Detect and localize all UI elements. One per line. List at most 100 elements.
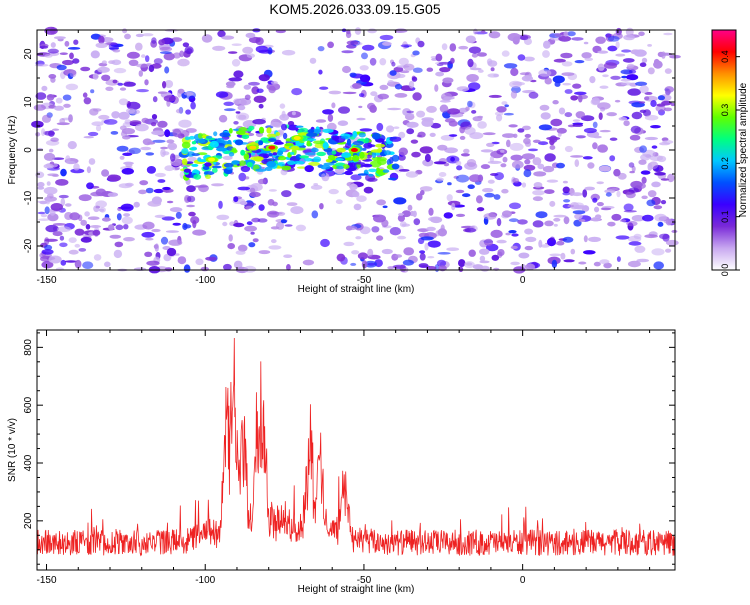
- heatmap-cell: [73, 163, 80, 171]
- heatmap-cell: [592, 142, 598, 150]
- heatmap-cell: [194, 185, 208, 188]
- heatmap-cell: [446, 247, 460, 251]
- heatmap-cell: [638, 159, 647, 165]
- heatmap-cell: [59, 118, 66, 124]
- heatmap-cell: [656, 103, 666, 107]
- heatmap-band-cell: [281, 123, 287, 131]
- heatmap-cell: [410, 139, 419, 144]
- heatmap-cell: [597, 144, 608, 153]
- heatmap-cell: [38, 218, 50, 221]
- heatmap-cell: [503, 63, 518, 69]
- heatmap-band-cell: [341, 152, 352, 158]
- heatmap-cell: [353, 203, 362, 211]
- heatmap-cell: [142, 221, 155, 230]
- heatmap-cell: [510, 261, 520, 266]
- heatmap-cell: [128, 59, 139, 66]
- heatmap-cell: [168, 239, 183, 246]
- heatmap-cell: [135, 123, 149, 132]
- heatmap-noise: [31, 26, 681, 274]
- heatmap-band-cell: [191, 163, 199, 167]
- x-tick-label: -100: [195, 575, 215, 586]
- heatmap-cell: [86, 182, 94, 190]
- heatmap-band-cell: [211, 165, 222, 169]
- heatmap-cell: [222, 155, 233, 160]
- heatmap-band-cell: [310, 147, 319, 153]
- heatmap-cell: [367, 28, 377, 34]
- heatmap-cell: [44, 54, 53, 58]
- heatmap-cell: [614, 99, 621, 103]
- heatmap-cell: [508, 124, 518, 128]
- heatmap-cell: [663, 107, 673, 112]
- heatmap-cell: [629, 170, 635, 174]
- heatmap-cell: [90, 191, 103, 197]
- heatmap-cell: [437, 144, 448, 151]
- x-tick-label: 0: [520, 275, 526, 286]
- heatmap-cell: [376, 235, 384, 241]
- heatmap-cell: [463, 148, 470, 154]
- heatmap-cell: [665, 239, 679, 246]
- heatmap-band-cell: [181, 141, 191, 149]
- heatmap-cell: [430, 216, 443, 224]
- heatmap-cell: [164, 66, 170, 74]
- heatmap-cell: [245, 205, 253, 209]
- heatmap-cell: [412, 92, 422, 101]
- heatmap-band-cell: [253, 156, 264, 162]
- heatmap-cell: [151, 114, 158, 120]
- heatmap-cell: [419, 250, 426, 254]
- heatmap-cell: [67, 141, 77, 150]
- heatmap-cell: [201, 34, 213, 43]
- heatmap-cell: [420, 236, 434, 241]
- heatmap-cell: [442, 77, 454, 84]
- heatmap-cell: [387, 266, 395, 270]
- heatmap-cell: [92, 229, 101, 236]
- heatmap-cell: [47, 213, 59, 222]
- heatmap-cell: [436, 259, 447, 267]
- heatmap-band-cell: [258, 140, 264, 146]
- y-tick-label: -10: [23, 190, 34, 205]
- heatmap-cell: [490, 229, 503, 238]
- heatmap-cell: [628, 241, 642, 246]
- heatmap-cell: [104, 261, 111, 268]
- heatmap-cell: [619, 219, 627, 223]
- heatmap-cell: [177, 90, 182, 98]
- heatmap-cell: [235, 111, 241, 114]
- heatmap-cell: [113, 249, 123, 259]
- heatmap-cell: [166, 139, 175, 144]
- heatmap-cell: [651, 181, 661, 188]
- heatmap-cell: [186, 204, 196, 208]
- heatmap-cell: [161, 216, 175, 221]
- heatmap-cell: [39, 45, 49, 49]
- heatmap-cell: [118, 183, 133, 189]
- heatmap-cell: [212, 45, 226, 51]
- heatmap-cell: [391, 61, 396, 67]
- heatmap-cell: [146, 260, 160, 266]
- heatmap-cell: [119, 125, 127, 131]
- heatmap-cell: [599, 165, 611, 172]
- heatmap-cell: [532, 139, 541, 143]
- heatmap-cell: [162, 81, 167, 89]
- heatmap-cell: [84, 211, 90, 217]
- heatmap-cell: [562, 186, 570, 194]
- heatmap-cell: [525, 263, 536, 271]
- heatmap-cell: [116, 145, 129, 152]
- heatmap-cell: [651, 145, 658, 149]
- heatmap-cell: [456, 174, 470, 183]
- heatmap-cell: [258, 74, 270, 82]
- heatmap-cell: [527, 148, 539, 152]
- heatmap-cell: [570, 155, 584, 158]
- heatmap-cell: [596, 202, 604, 207]
- heatmap-cell: [125, 108, 136, 114]
- heatmap-cell: [403, 63, 415, 71]
- heatmap-cell: [119, 155, 125, 160]
- heatmap-cell: [88, 158, 96, 165]
- heatmap-band-cell: [375, 143, 386, 148]
- heatmap-cell: [434, 84, 439, 92]
- heatmap-cell: [523, 56, 535, 62]
- heatmap-cell: [439, 99, 451, 103]
- heatmap-band-cell: [234, 139, 244, 146]
- heatmap-cell: [556, 162, 565, 169]
- heatmap-cell: [185, 109, 192, 115]
- heatmap-cell: [599, 259, 610, 265]
- heatmap-cell: [41, 128, 46, 137]
- heatmap-cell: [280, 219, 287, 224]
